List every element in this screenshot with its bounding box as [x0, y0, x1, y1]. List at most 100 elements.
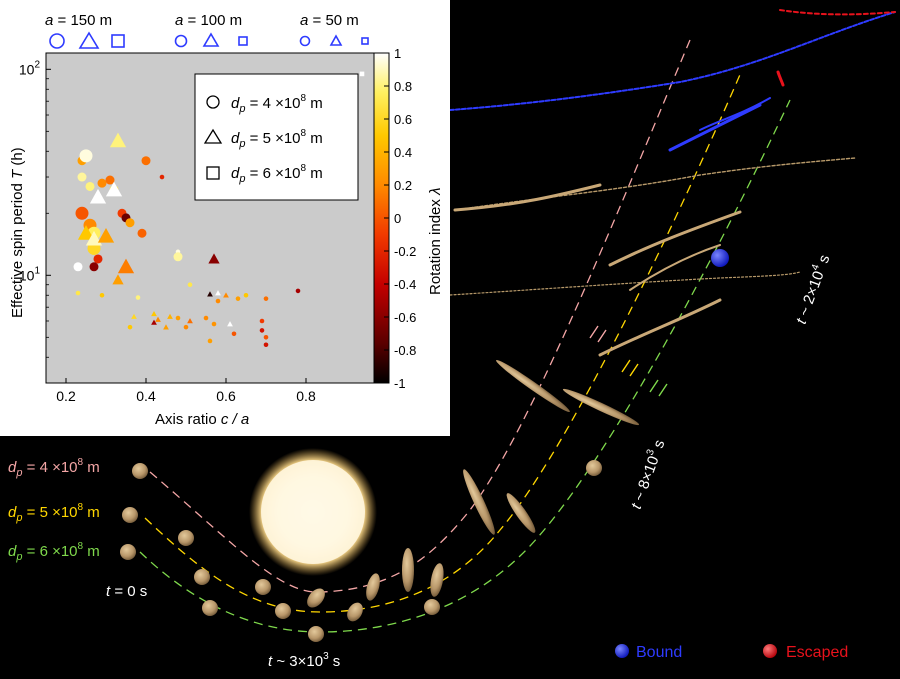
data-point — [77, 172, 87, 182]
circle-legend-icon — [206, 95, 220, 109]
data-point — [89, 262, 99, 272]
y-tick-label: 102 — [19, 59, 41, 77]
y-tick-label: 101 — [19, 265, 41, 283]
data-point — [215, 298, 221, 304]
shape-legend-label-dp4: dp = 4 ×108 m — [231, 93, 323, 115]
data-point — [75, 206, 89, 220]
data-point — [187, 282, 193, 288]
escaped-marker — [763, 644, 777, 658]
data-point — [295, 288, 301, 294]
colorbar-tick-label: 0.6 — [394, 112, 412, 127]
data-point — [141, 156, 151, 166]
data-point — [163, 324, 169, 330]
data-point — [151, 310, 157, 317]
data-point — [85, 230, 103, 246]
triangle-medium-icon — [202, 32, 220, 47]
size-label-100: a = 100 m — [175, 12, 242, 29]
y-axis-label: Effective spin period T (h) — [9, 147, 26, 318]
escaped-label: Escaped — [786, 644, 848, 661]
circle-medium-icon — [174, 34, 188, 48]
size-label-50: a = 50 m — [300, 12, 359, 29]
time-label-3e3: t ~ 3×103 s — [268, 651, 340, 670]
colorbar-tick-label: 0.4 — [394, 145, 412, 160]
dp-label-6e8: dp = 6 ×108 m — [8, 541, 100, 563]
x-tick-label: 0.6 — [216, 388, 236, 404]
data-point — [105, 175, 115, 185]
data-point — [117, 258, 135, 274]
trajectory-dp4 — [149, 39, 691, 593]
shape-legend-label-dp6: dp = 6 ×108 m — [231, 163, 323, 185]
square-medium-icon — [238, 36, 248, 46]
colorbar-tick-label: 0.2 — [394, 178, 412, 193]
scatter-points — [73, 71, 365, 348]
data-point — [263, 342, 269, 348]
data-point — [263, 335, 269, 340]
data-point — [97, 178, 107, 188]
bound-fragment — [711, 249, 729, 267]
data-point — [211, 321, 217, 327]
circle-large-icon — [49, 33, 65, 49]
time-label-0: t = 0 s — [106, 583, 147, 600]
colorbar-label: Rotation index λ — [427, 188, 444, 295]
triangle-large-icon — [78, 31, 100, 49]
data-point — [359, 71, 365, 77]
data-point — [235, 296, 241, 301]
size-legend-symbols — [49, 31, 369, 49]
data-point — [173, 252, 183, 262]
data-point — [131, 313, 137, 319]
planet-body — [261, 460, 365, 564]
fate-legend: Bound Escaped — [615, 644, 848, 661]
colorbar-ticks: 1 0.8 0.6 0.4 0.2 0 -0.2 -0.4 -0.6 -0.8 -1 — [384, 46, 416, 391]
dp-labels: dp = 4 ×108 m dp = 5 ×108 m dp = 6 ×108 … — [8, 457, 100, 563]
x-tick-label: 0.4 — [136, 388, 156, 404]
data-point — [109, 132, 127, 148]
data-point — [77, 225, 95, 240]
x-axis-label: Axis ratio c / a — [155, 411, 249, 428]
size-legend: a = 150 m a = 100 m a = 50 m — [45, 12, 369, 49]
colorbar-tick-label: -0.4 — [394, 277, 416, 292]
shape-legend: dp = 4 ×108 m dp = 5 ×108 m dp = 6 ×108 … — [194, 73, 359, 201]
inset-chart: a = 150 m a = 100 m a = 50 m 0.2 0.4 0.6 0.… — [0, 0, 450, 436]
data-point — [105, 181, 123, 197]
square-legend-icon — [206, 166, 220, 180]
data-point — [75, 290, 81, 296]
data-point — [151, 319, 157, 325]
colorbar-tick-label: 0.8 — [394, 79, 412, 94]
data-point — [93, 254, 103, 264]
data-point — [89, 188, 107, 204]
x-tick-label: 0.2 — [56, 388, 76, 404]
data-point — [127, 324, 133, 330]
data-point — [207, 291, 213, 297]
data-point — [223, 292, 229, 298]
colorbar-tick-label: 1 — [394, 46, 401, 61]
data-point — [97, 227, 115, 243]
x-tick-label: 0.8 — [296, 388, 316, 404]
shape-legend-label-dp5: dp = 5 ×108 m — [231, 128, 323, 150]
axes: 0.2 0.4 0.6 0.8 101 102 — [19, 59, 316, 404]
data-point — [79, 149, 93, 163]
square-small-icon — [361, 37, 369, 45]
colorbar-tick-label: 0 — [394, 211, 401, 226]
data-point — [167, 313, 173, 319]
size-label-150: a = 150 m — [45, 12, 112, 29]
data-point — [215, 290, 221, 296]
asteroid-snapshots — [120, 359, 640, 642]
data-point — [227, 321, 233, 327]
data-point — [159, 174, 165, 180]
trajectory-dp5 — [144, 69, 743, 613]
data-point — [175, 315, 181, 321]
colorbar-tick-label: -0.8 — [394, 343, 416, 358]
trajectory-ticks — [589, 325, 668, 397]
shape-legend-box — [194, 73, 359, 201]
time-label-8e3: t ~ 8×103 s — [626, 437, 669, 511]
data-point — [73, 262, 83, 272]
data-point — [243, 292, 249, 298]
flyby-scene: dp = 4 ×108 m dp = 5 ×108 m dp = 6 ×108 … — [8, 9, 896, 670]
triangle-small-icon — [329, 34, 343, 46]
data-point — [259, 318, 265, 324]
time-label-2e4: t ~ 2×104 s — [791, 252, 834, 326]
data-point — [183, 324, 189, 330]
data-point — [207, 338, 213, 344]
